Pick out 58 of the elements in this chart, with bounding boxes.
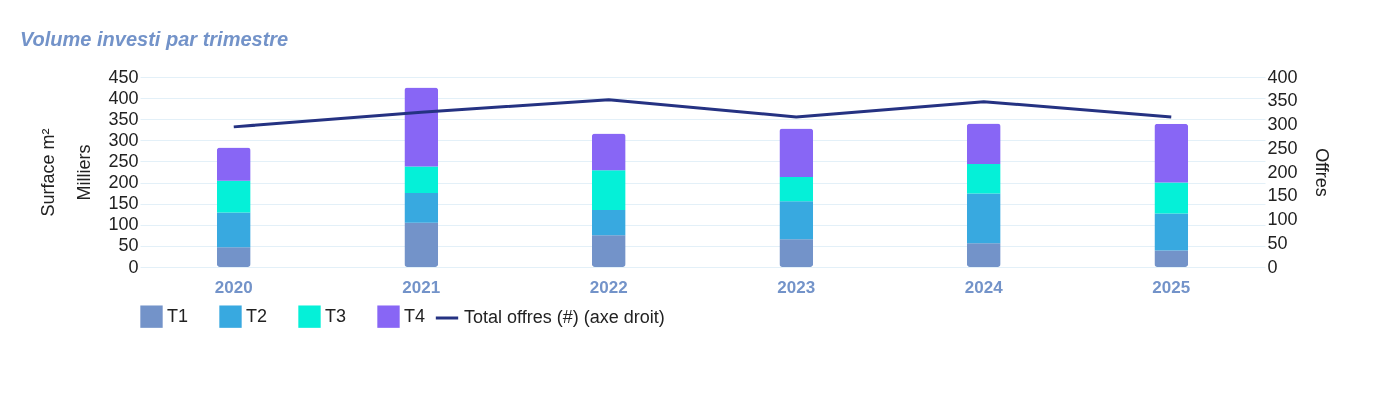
bar [779,177,814,202]
x-tick-label: 2024 [964,277,1004,297]
y-tick-label: 450 [108,66,139,87]
bar [404,166,439,194]
x-tick-label: 2021 [402,277,441,297]
x-tick-label: 2022 [589,277,628,297]
bar [1154,123,1189,183]
line-series [232,98,1173,129]
legend-label: T3 [325,305,347,326]
y2-tick-label: 350 [1267,90,1298,111]
bar [966,123,1001,164]
x-tick-label: 2023 [777,277,816,297]
y2-axis-title: Offres [1311,148,1332,197]
legend-label: T4 [404,305,426,326]
bar [404,193,439,223]
y-tick-label: 400 [108,87,139,108]
bar [966,243,1001,267]
y2-tick-label: 150 [1267,185,1298,206]
y2-tick-label: 400 [1267,66,1298,87]
bar [591,210,626,236]
chart-title: Volume investi par trimestre [20,28,289,50]
bar [1154,213,1189,251]
bar [966,193,1001,244]
y2-tick-label: 250 [1267,137,1298,158]
y2-tick-label: 200 [1267,161,1298,182]
bar [216,180,251,213]
legend-label: Total offres (#) (axe droit) [464,307,665,327]
y-tick-label: 150 [108,193,139,214]
bar [1154,182,1189,214]
bar [591,235,626,267]
y-axis-title: Surface m² Milliers [38,128,95,217]
y2-tick-label: 300 [1267,114,1298,134]
y-tick-label: 300 [108,129,139,150]
y2-tick-label: 50 [1267,232,1288,253]
bar [404,222,439,267]
bar [779,239,814,267]
y-tick-label: 0 [128,256,139,277]
bar [216,212,251,248]
y-tick-label: 200 [108,172,139,193]
y-tick-label: 250 [108,150,139,171]
legend-label: T1 [167,305,189,326]
y2-tick-label: 100 [1267,209,1298,229]
bar [1154,250,1189,267]
y-tick-label: 100 [108,214,139,235]
bar [404,87,439,167]
x-tick-label: 2025 [1152,277,1191,297]
y-tick-label: 50 [118,235,139,256]
bar [779,201,814,240]
y-tick-label: 350 [108,108,139,129]
legend-label: T2 [246,305,268,326]
bar [591,133,626,171]
bar [216,147,251,181]
bar [591,170,626,210]
y2-tick-label: 0 [1267,256,1278,277]
x-tick-label: 2020 [214,277,253,297]
bar [966,163,1001,194]
bar [216,247,251,267]
bar [779,128,814,178]
